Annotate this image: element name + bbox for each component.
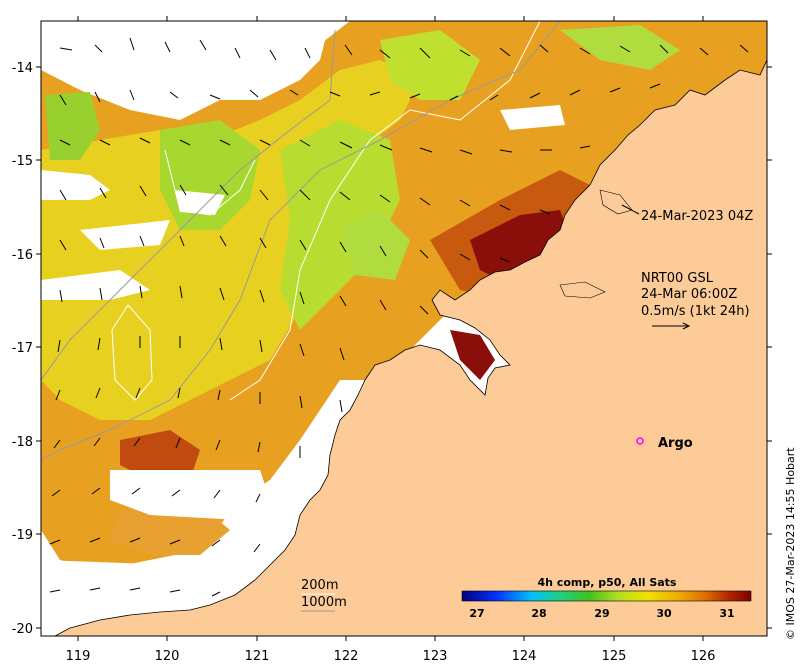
cloud-gap — [41, 21, 330, 100]
satellite-time-label: 24-Mar-2023 04Z — [641, 209, 753, 224]
y-tick-label: -14 — [12, 61, 33, 76]
colorbar-ramp — [461, 590, 752, 602]
sst-green-patch — [560, 25, 680, 70]
land-area — [54, 59, 767, 636]
bathymetry-1000m — [41, 21, 561, 461]
argo-label: Argo — [658, 436, 693, 451]
bathymetry-200m — [229, 21, 541, 401]
cloud-gap — [41, 170, 110, 200]
colorbar-tick: 27 — [469, 607, 484, 620]
y-tick-label: -15 — [12, 154, 33, 169]
colorbar-tick: 31 — [719, 607, 734, 620]
colorbar-title: 4h comp, p50, All Sats — [538, 576, 677, 589]
bathymetry-1000m-label: 1000m — [301, 595, 347, 610]
x-tick-label: 120 — [155, 649, 180, 664]
bathymetry-200m — [164, 149, 256, 216]
cloud-gap — [500, 105, 565, 130]
cloud-gap — [41, 270, 150, 300]
cloud-gap — [175, 190, 225, 215]
x-tick-label: 121 — [245, 649, 270, 664]
land-island — [599, 189, 633, 215]
sst-green-patch — [380, 30, 480, 100]
bathymetry-200m-label: 200m — [301, 578, 338, 593]
sst-green-patch — [340, 210, 410, 280]
sst-hot-zone — [450, 330, 495, 380]
y-tick-label: -16 — [12, 248, 33, 263]
sst-green-patch — [280, 120, 400, 330]
colorbar-tick: 30 — [656, 607, 672, 620]
bathymetry-200m — [111, 304, 153, 401]
y-tick-label: -17 — [12, 341, 33, 356]
x-axis — [77, 16, 704, 641]
bathymetry-1000m — [41, 29, 336, 381]
y-tick-label: -18 — [12, 435, 33, 450]
y-tick-label: -19 — [12, 528, 33, 543]
current-model-label: NRT00 GSL — [641, 271, 714, 286]
argo-marker — [636, 437, 644, 445]
x-tick-label: 125 — [602, 649, 627, 664]
y-tick-label: -20 — [12, 622, 33, 637]
plot-frame — [40, 20, 768, 637]
cloud-gap — [80, 220, 170, 250]
colorbar: 4h comp, p50, All Sats 27 28 29 30 31 — [461, 576, 752, 620]
x-tick-label: 124 — [512, 649, 537, 664]
cloud-gap — [110, 470, 270, 520]
satellite-time-pointer — [621, 204, 640, 215]
current-vectors — [49, 37, 749, 597]
colorbar-tick: 29 — [594, 607, 609, 620]
x-tick-label: 126 — [691, 649, 716, 664]
x-tick-label: 123 — [423, 649, 448, 664]
imos-credit: © IMOS 27-Mar-2023 14:55 Hobart — [784, 447, 797, 640]
x-tick-label: 119 — [66, 649, 91, 664]
current-time-label: 24-Mar 06:00Z — [641, 287, 737, 302]
land-island — [559, 281, 606, 299]
current-scale-label: 0.5m/s (1kt 24h) — [641, 304, 750, 319]
scale-arrow — [652, 322, 691, 330]
sst-green-patch — [45, 92, 100, 160]
colorbar-tick: 28 — [531, 607, 546, 620]
sst-warm-zone — [120, 430, 200, 480]
y-axis — [36, 66, 772, 629]
x-tick-label: 122 — [334, 649, 359, 664]
